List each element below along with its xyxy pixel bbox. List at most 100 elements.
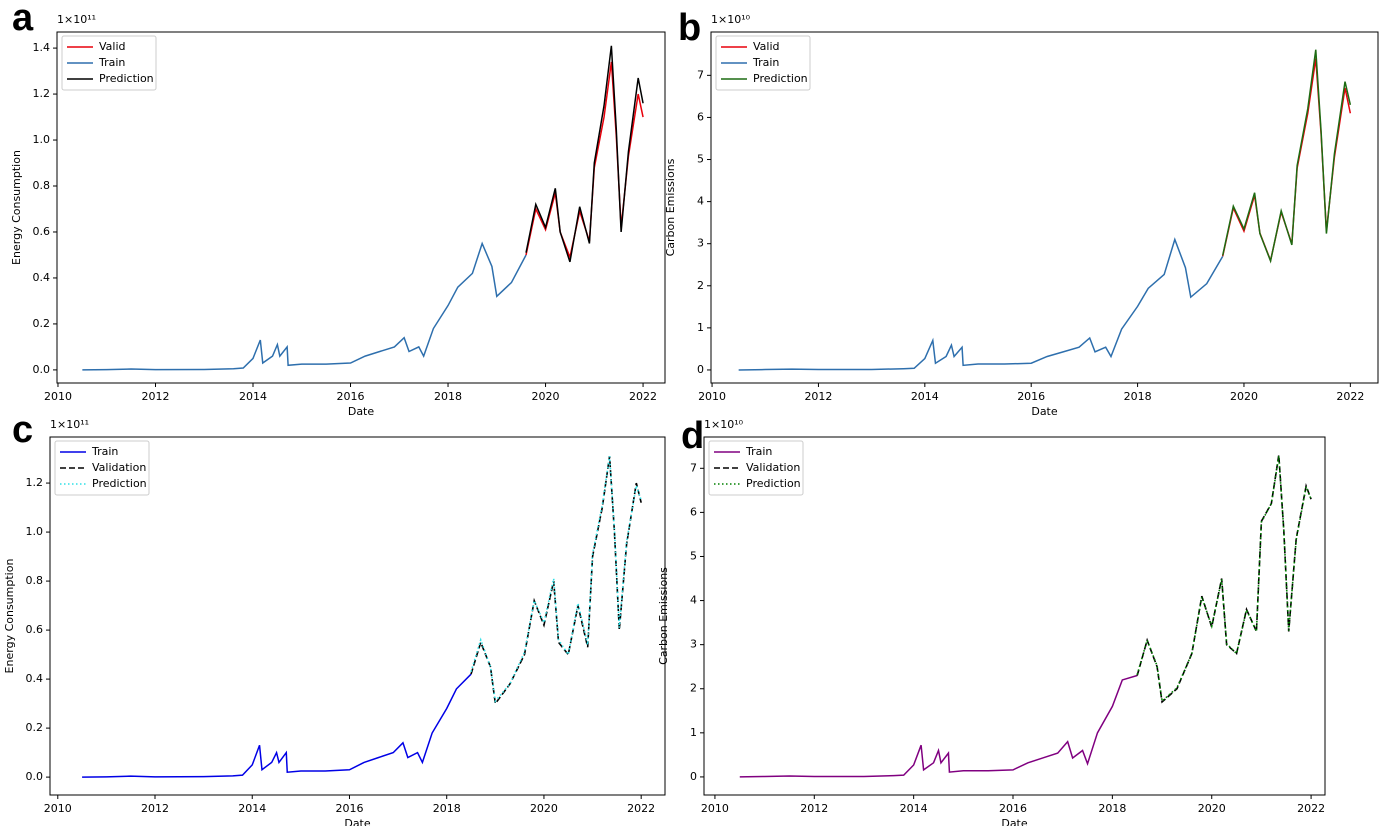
y-tick-label: 1.0	[33, 133, 51, 146]
x-tick-label: 2014	[900, 802, 928, 815]
legend-label: Prediction	[746, 477, 801, 490]
y-tick-label: 0	[697, 363, 704, 376]
y-tick-label: 5	[690, 549, 697, 562]
x-tick-label: 2016	[1017, 390, 1045, 403]
panel-letter: d	[681, 415, 704, 457]
x-tick-label: 2018	[1124, 390, 1152, 403]
y-tick-label: 0.6	[26, 623, 44, 636]
y-tick-label: 6	[697, 110, 704, 123]
y-tick-label: 5	[697, 153, 704, 166]
y-tick-label: 0.0	[26, 770, 44, 783]
panel: d 1×10¹⁰ 0 1 2 3 4 5 6 7 2010 2012 2014 2016 2018 2020 2…	[657, 415, 1326, 826]
axis-offset-label: 1×10¹⁰	[704, 418, 744, 431]
x-tick-label: 2020	[1198, 802, 1226, 815]
x-tick-label: 2018	[1098, 802, 1126, 815]
plot-frame	[710, 31, 1379, 384]
legend-label: Train	[752, 56, 779, 69]
x-tick-label: 2016	[335, 802, 363, 815]
y-tick-label: 1	[690, 726, 697, 739]
y-tick-label: 1.4	[33, 41, 51, 54]
x-tick-label: 2022	[629, 390, 657, 403]
x-axis-label: Date	[1031, 405, 1058, 418]
y-tick-label: 0.4	[26, 672, 44, 685]
legend-label: Validation	[92, 461, 146, 474]
x-axis-label: Date	[344, 817, 371, 826]
y-axis-label: Energy Consumption	[3, 559, 16, 674]
x-tick-label: 2012	[804, 390, 832, 403]
series-line	[82, 241, 527, 371]
series-line	[470, 455, 642, 706]
series-line	[82, 673, 472, 778]
series-line	[739, 674, 1138, 778]
legend-box	[715, 35, 811, 91]
legend-box	[61, 35, 157, 91]
y-tick-label: 0.8	[33, 179, 51, 192]
panel: c 1×10¹¹ 0.0 0.2 0.4 0.6 0.8 1.0 1.2 2010 2012 2014…	[3, 409, 666, 826]
x-tick-label: 2010	[701, 802, 729, 815]
x-tick-label: 2018	[434, 390, 462, 403]
legend-box	[708, 440, 804, 496]
panel-letter: b	[678, 7, 701, 49]
y-tick-label: 7	[690, 461, 697, 474]
x-tick-label: 2012	[141, 390, 169, 403]
x-tick-label: 2016	[337, 390, 365, 403]
legend-label: Prediction	[92, 477, 147, 490]
panel-letter: a	[12, 0, 34, 39]
axis-offset-label: 1×10¹¹	[50, 418, 89, 431]
plot-frame	[703, 436, 1326, 796]
y-tick-label: 0	[690, 770, 697, 783]
y-tick-label: 6	[690, 505, 697, 518]
series-line	[470, 455, 642, 704]
y-tick-label: 3	[690, 638, 697, 651]
y-tick-label: 0.8	[26, 574, 44, 587]
x-axis-label: Date	[1001, 817, 1028, 826]
axis-offset-label: 1×10¹¹	[57, 13, 96, 26]
series-line	[1221, 49, 1352, 264]
x-tick-label: 2022	[1297, 802, 1325, 815]
series-line	[525, 45, 644, 263]
axis-offset-label: 1×10¹⁰	[711, 13, 751, 26]
panel: a 1×10¹¹ 0.0 0.2 0.4 0.6 0.8 1.0 1.2 1.4 2010 2012 2…	[10, 0, 666, 418]
legend-label: Prediction	[753, 72, 808, 85]
y-axis-label: Carbon Emissions	[664, 158, 677, 256]
y-tick-label: 3	[697, 237, 704, 250]
y-tick-label: 0.0	[33, 363, 51, 376]
legend-box	[54, 440, 150, 496]
panel-letter: c	[12, 409, 33, 451]
legend-label: Train	[745, 445, 772, 458]
x-tick-label: 2018	[433, 802, 461, 815]
legend-label: Prediction	[99, 72, 154, 85]
x-tick-label: 2014	[239, 390, 267, 403]
x-tick-label: 2022	[627, 802, 655, 815]
y-tick-label: 0.4	[33, 271, 51, 284]
legend-label: Train	[98, 56, 125, 69]
legend-label: Valid	[753, 40, 780, 53]
y-tick-label: 1.2	[26, 476, 44, 489]
x-tick-label: 2012	[800, 802, 828, 815]
y-tick-label: 0.2	[33, 317, 51, 330]
y-axis-label: Carbon Emissions	[657, 567, 670, 665]
legend-label: Valid	[99, 40, 126, 53]
y-tick-label: 1.2	[33, 87, 51, 100]
x-tick-label: 2014	[911, 390, 939, 403]
y-tick-label: 2	[690, 682, 697, 695]
series-line	[1136, 454, 1312, 704]
y-tick-label: 4	[697, 195, 704, 208]
x-tick-label: 2014	[238, 802, 266, 815]
y-tick-label: 2	[697, 279, 704, 292]
plot-frame	[49, 436, 666, 796]
series-line	[1136, 455, 1312, 703]
x-tick-label: 2020	[532, 390, 560, 403]
y-tick-label: 0.2	[26, 721, 44, 734]
y-tick-label: 1.0	[26, 525, 44, 538]
panel: b 1×10¹⁰ 0 1 2 3 4 5 6 7 2010 2012 2014 2016 2018 2020 2…	[664, 7, 1379, 418]
x-tick-label: 2020	[1230, 390, 1258, 403]
series-line	[738, 237, 1224, 371]
legend-label: Validation	[746, 461, 800, 474]
x-tick-label: 2010	[698, 390, 726, 403]
y-tick-label: 7	[697, 68, 704, 81]
x-tick-label: 2010	[44, 390, 72, 403]
y-tick-label: 4	[690, 594, 697, 607]
x-tick-label: 2010	[44, 802, 72, 815]
